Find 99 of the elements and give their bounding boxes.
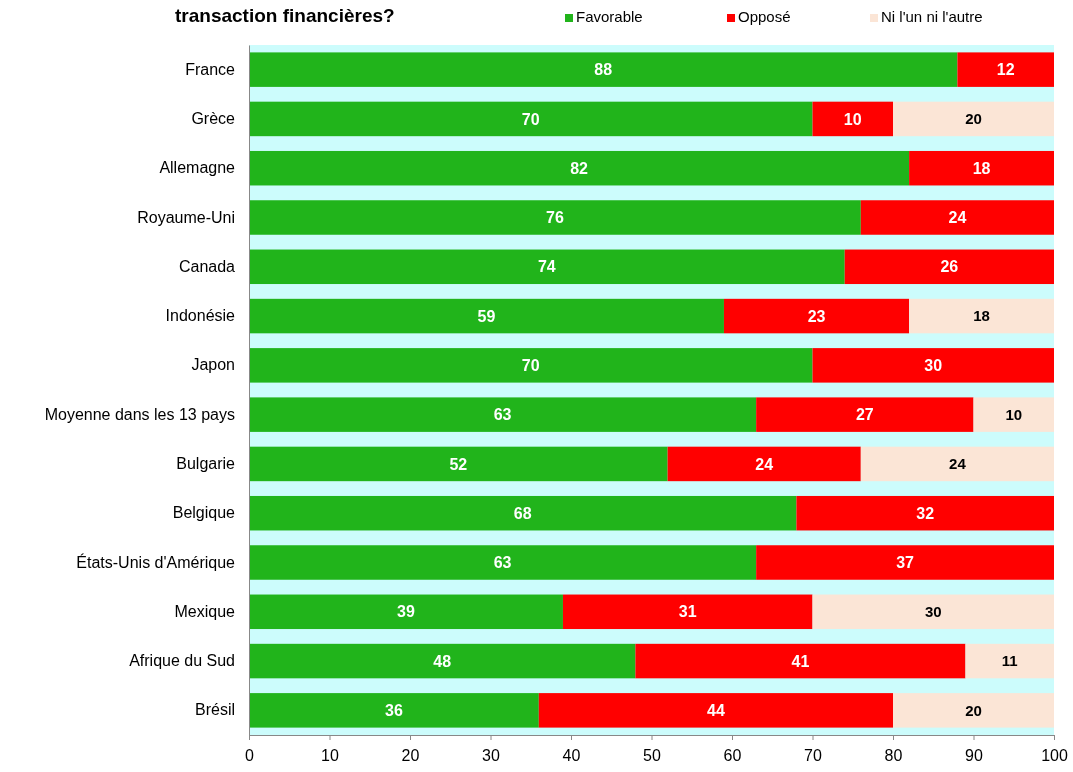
- data-label: 30: [924, 603, 942, 621]
- bar: [249, 643, 636, 679]
- x-tick-label: 70: [804, 746, 822, 764]
- bar: [860, 446, 1054, 482]
- bar: [249, 545, 757, 580]
- legend-label: Ni l'un ni l'autre: [881, 8, 983, 25]
- data-label: 70: [521, 110, 540, 128]
- x-tick-label: 40: [562, 746, 581, 764]
- data-label: 48: [433, 652, 452, 670]
- y-tick-label: Allemagne: [159, 159, 236, 177]
- x-tick-label: 80: [884, 746, 903, 764]
- data-label: 44: [707, 701, 725, 719]
- bar: [796, 495, 1054, 531]
- bar: [957, 52, 1054, 87]
- bar: [860, 200, 1054, 235]
- bar: [812, 594, 1054, 630]
- bar: [249, 101, 813, 137]
- data-label: 20: [965, 701, 982, 719]
- bar: [249, 594, 563, 630]
- y-tick-label: Bulgarie: [176, 455, 236, 473]
- bar: [756, 545, 1054, 580]
- data-label: 12: [996, 61, 1015, 79]
- x-tick-label: 20: [401, 746, 420, 764]
- bar: [538, 693, 893, 728]
- y-tick-label: Royaume-Uni: [137, 208, 235, 226]
- data-label: 63: [493, 554, 512, 572]
- y-tick-label: France: [185, 60, 236, 78]
- bar: [973, 397, 1054, 432]
- data-label: 10: [843, 110, 862, 128]
- bar: [249, 348, 813, 383]
- x-tick-label: 10: [321, 746, 339, 764]
- bar: [249, 52, 958, 87]
- x-tick-label: 90: [965, 746, 983, 764]
- data-label: 27: [855, 406, 874, 424]
- legend-label: Opposé: [738, 8, 791, 25]
- x-tick-label: 100: [1041, 746, 1068, 764]
- y-tick-label: États-Unis d'Amérique: [76, 552, 236, 571]
- bar: [562, 594, 813, 630]
- data-label: 11: [1001, 652, 1018, 670]
- y-tick-label: Belgique: [172, 504, 236, 522]
- x-tick-label: 60: [723, 746, 742, 764]
- bar: [249, 495, 797, 531]
- data-label: 88: [594, 61, 613, 79]
- y-tick-label: Indonésie: [165, 307, 236, 325]
- bar: [909, 298, 1054, 334]
- y-tick-label: Grèce: [191, 110, 236, 128]
- data-label: 39: [397, 603, 415, 621]
- data-label: 26: [940, 258, 959, 276]
- bar: [635, 643, 966, 679]
- bar: [249, 200, 861, 235]
- bar: [249, 446, 668, 482]
- data-label: 41: [791, 652, 810, 670]
- data-label: 74: [537, 258, 556, 276]
- data-label: 37: [896, 554, 915, 572]
- x-tick-label: 30: [482, 746, 500, 764]
- bar: [249, 397, 757, 432]
- data-label: 18: [972, 159, 991, 177]
- bar: [249, 249, 845, 285]
- bar: [667, 446, 861, 482]
- bar: [812, 348, 1054, 383]
- y-tick-label: Canada: [178, 257, 236, 275]
- data-label: 31: [678, 603, 697, 621]
- data-label: 52: [449, 455, 468, 473]
- x-tick-label: 0: [245, 746, 255, 764]
- data-label: 76: [546, 209, 564, 227]
- data-label: 18: [973, 307, 990, 325]
- data-label: 70: [521, 356, 540, 374]
- data-label: 32: [916, 504, 935, 522]
- bar: [909, 150, 1054, 186]
- bar: [844, 249, 1054, 285]
- bar: [965, 643, 1054, 679]
- bar: [723, 298, 910, 334]
- bar: [249, 150, 910, 186]
- bar: [249, 693, 539, 728]
- bar: [756, 397, 974, 432]
- data-label: 30: [924, 356, 943, 374]
- bar: [812, 101, 893, 137]
- y-tick-label: Afrique du Sud: [129, 652, 235, 670]
- data-label: 24: [755, 455, 774, 473]
- data-label: 82: [570, 159, 589, 177]
- legend-label: Favorable: [576, 8, 643, 25]
- data-label: 23: [807, 307, 826, 325]
- y-tick-label: Japon: [191, 356, 235, 374]
- y-tick-label: Mexique: [174, 602, 236, 620]
- x-tick-label: 50: [643, 746, 661, 764]
- y-tick-label: Moyenne dans les 13 pays: [44, 405, 235, 423]
- data-label: 24: [948, 209, 967, 227]
- bar: [249, 298, 724, 334]
- y-tick-label: Brésil: [194, 701, 235, 719]
- data-label: 24: [949, 455, 967, 473]
- bar: [893, 693, 1054, 728]
- data-label: 59: [477, 307, 496, 325]
- data-label: 63: [493, 406, 512, 424]
- chart-title: transaction financières?: [175, 5, 395, 26]
- data-label: 10: [1005, 405, 1023, 423]
- bar: [893, 101, 1054, 137]
- data-label: 36: [385, 701, 403, 719]
- data-label: 68: [513, 504, 532, 522]
- data-label: 20: [965, 110, 982, 128]
